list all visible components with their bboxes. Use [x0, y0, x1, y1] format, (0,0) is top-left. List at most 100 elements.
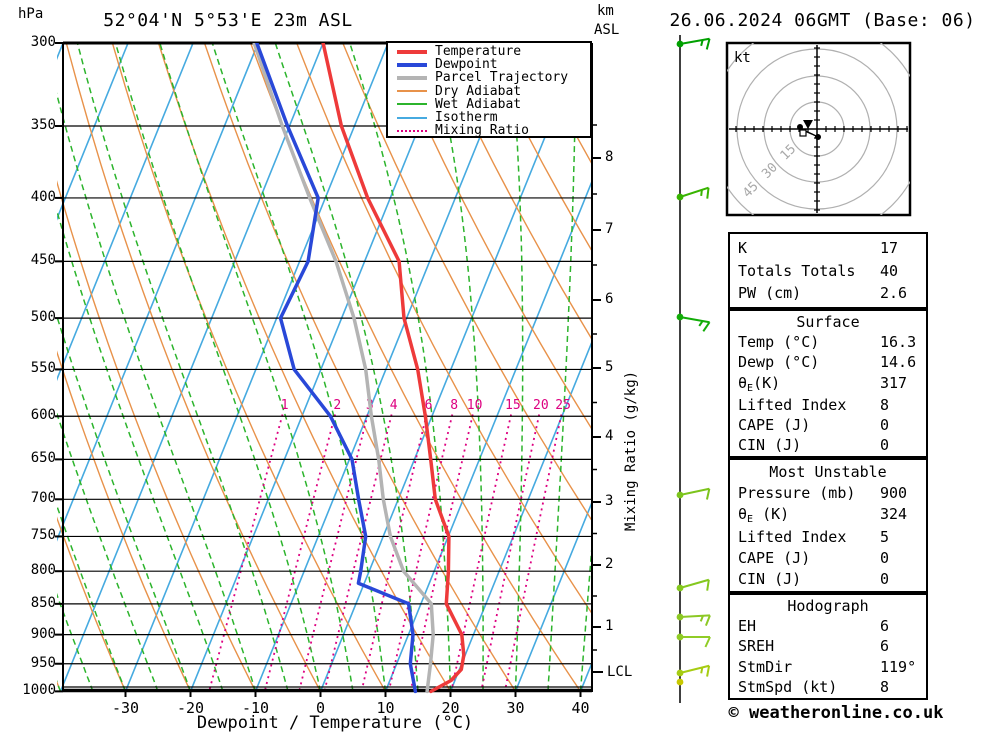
- table-row-value: 0: [880, 435, 890, 454]
- legend-swatch-dry-adiabat: [397, 90, 427, 93]
- temp-tick-label: -30: [111, 699, 140, 717]
- table-row-value: 8: [880, 677, 890, 696]
- table-row-value: 324: [880, 505, 908, 523]
- isotherm-line: [514, 500, 592, 692]
- sounding-curves: [252, 43, 466, 694]
- pressure-tick-label: 900: [30, 625, 56, 642]
- hodograph-trace: [799, 126, 819, 138]
- legend-swatch-dewpoint: [397, 62, 427, 67]
- wind-barb: [676, 613, 711, 627]
- km-tick-label: 7: [605, 221, 614, 237]
- km-tick-label: 8: [605, 149, 614, 165]
- wind-barb: [676, 578, 710, 592]
- pressure-tick-label: 550: [30, 360, 56, 377]
- series-dewpoint: [255, 43, 418, 694]
- isotherm-line: [57, 43, 259, 542]
- table-row: CIN (J) 0: [730, 436, 926, 454]
- table-row-value: 17: [880, 238, 899, 257]
- km-tick-label: 2: [605, 556, 614, 572]
- copyright: © weatheronline.co.uk: [728, 703, 944, 723]
- km-tick-label: 4: [605, 428, 614, 444]
- table-row-value: 900: [880, 484, 908, 502]
- indices-table-most-unstable: Most Unstable Pressure (mb) 900 θE (K) 324 Li…: [728, 458, 928, 593]
- altitude-axis-unit-km: km: [597, 3, 614, 19]
- dry-adiabat-line: [57, 516, 127, 692]
- table-row: EH 6: [730, 617, 926, 635]
- table-row: Pressure (mb) 900: [730, 484, 926, 502]
- table-row-value: 6: [880, 617, 890, 636]
- table-row-label: Totals Totals: [738, 261, 856, 280]
- wind-barb: [676, 37, 711, 50]
- table-row-label: StmSpd (kt): [738, 677, 838, 696]
- date-title: 26.06.2024 06GMT (Base: 06): [669, 10, 976, 31]
- legend-label: Temperature: [435, 44, 522, 60]
- legend-item: Dewpoint: [397, 57, 590, 73]
- table-row-label: Lifted Index: [738, 528, 847, 546]
- pressure-tick-label: 950: [30, 654, 56, 671]
- table-row-label: θE(K): [738, 373, 781, 394]
- mixing-ratio-value-label: 1: [281, 398, 289, 413]
- table-row: Lifted Index 8: [730, 396, 926, 414]
- pressure-tick-label: 600: [30, 407, 56, 424]
- legend-swatch-parcel-trajectory: [397, 75, 427, 80]
- legend-label: Parcel Trajectory: [435, 70, 569, 86]
- isotherm-line: [254, 43, 519, 692]
- temp-tick-label: -10: [241, 699, 270, 717]
- pressure-tick-label: 750: [30, 527, 56, 544]
- legend-label: Wet Adiabat: [435, 96, 522, 112]
- wind-barb-column: [676, 35, 711, 703]
- mixing-ratio-value-label: 20: [533, 398, 549, 413]
- table-title: Most Unstable: [769, 463, 887, 481]
- mixing-ratio-value-label: 10: [467, 398, 483, 413]
- km-tick-label: 6: [605, 291, 614, 307]
- table-row: Temp (°C) 16.3: [730, 333, 926, 351]
- dry-adiabat-line: [434, 43, 592, 341]
- table-row-value: 0: [880, 415, 890, 434]
- wet-adiabat-line: [57, 411, 159, 692]
- station-title: 52°04'N 5°53'E 23m ASL: [103, 10, 353, 31]
- table-row-label: SREH: [738, 637, 775, 656]
- storm-motion-marker: [803, 120, 813, 129]
- pressure-tick-label: 700: [30, 490, 56, 507]
- table-title: Surface: [796, 313, 860, 332]
- legend-swatch-mixing-ratio: [397, 129, 427, 132]
- km-tick-label: 1: [605, 618, 614, 634]
- table-row-label: StmDir: [738, 657, 793, 676]
- mixing-ratio-value-label: 2: [333, 398, 341, 413]
- table-row-label: CAPE (J): [738, 415, 811, 434]
- table-row-value: 14.6: [880, 353, 917, 372]
- wind-barb: [676, 633, 711, 648]
- legend-label: Dewpoint: [435, 57, 498, 73]
- indices-table-hodograph: Hodograph EH 6 SREH 6 StmDir 119° StmSpd (kt) 8: [728, 593, 928, 700]
- table-row: θE(K) 317: [730, 374, 926, 394]
- wet-adiabat-line: [57, 208, 224, 692]
- table-row-label: PW (cm): [738, 284, 802, 303]
- isotherm-line: [57, 43, 129, 221]
- altitude-axis-unit-asl: ASL: [594, 22, 620, 38]
- legend-swatch-isotherm: [397, 116, 427, 119]
- temp-tick-label: 20: [441, 699, 460, 717]
- wind-barb: [676, 678, 684, 686]
- mixing-ratio-value-label: 25: [555, 398, 571, 413]
- wet-adiabat-line: [57, 503, 127, 692]
- mixing-ratio-value-label: 4: [390, 398, 398, 413]
- pressure-tick-label: 400: [30, 188, 56, 205]
- series-temperature: [321, 43, 466, 694]
- mixing-ratio-value-label: 8: [450, 398, 458, 413]
- legend-item: Isotherm: [397, 110, 590, 125]
- lcl-label: LCL: [607, 664, 633, 680]
- table-row: θE (K) 324: [730, 505, 926, 525]
- km-tick-label: 5: [605, 359, 614, 375]
- hodograph-square-marker: [799, 129, 807, 137]
- legend-swatch-temperature: [397, 49, 427, 54]
- table-row-label: Dewp (°C): [738, 353, 820, 372]
- x-axis-caption: Dewpoint / Temperature (°C): [196, 713, 474, 733]
- table-row: Lifted Index 5: [730, 528, 926, 546]
- pressure-tick-label: 850: [30, 594, 56, 611]
- isotherm-line: [449, 339, 592, 692]
- table-row: Totals Totals 40: [730, 262, 926, 280]
- table-row-label: CIN (J): [738, 570, 802, 588]
- table-row-label: Temp (°C): [738, 333, 820, 352]
- hodograph-trace-dot: [797, 124, 803, 130]
